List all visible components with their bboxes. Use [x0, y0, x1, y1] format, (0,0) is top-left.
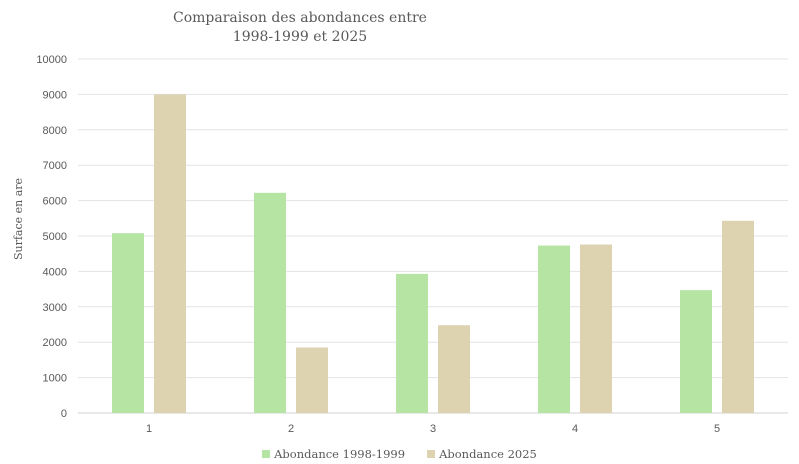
y-tick-label: 7000 [43, 160, 67, 172]
y-tick-label: 10000 [36, 54, 67, 66]
legend-label-1998-1999: Abondance 1998-1999 [274, 447, 406, 461]
x-tick-label: 2 [288, 423, 294, 435]
legend-swatch-2025 [427, 450, 436, 458]
gridlines [78, 58, 788, 414]
bar-1998-1999-3 [396, 273, 428, 413]
bar-2025-1 [154, 94, 186, 414]
x-tick-labels: 1 2 3 4 5 [146, 423, 720, 435]
legend: Abondance 1998-1999 Abondance 2025 [0, 447, 799, 461]
y-tick-label: 0 [61, 408, 67, 420]
legend-item-2025: Abondance 2025 [427, 447, 537, 461]
legend-swatch-1998-1999 [262, 450, 271, 458]
bar-1998-1999-2 [254, 192, 286, 413]
y-axis-label: Surface en are [12, 178, 25, 260]
bars [112, 94, 754, 414]
bar-2025-2 [296, 347, 328, 413]
x-tick-label: 1 [146, 423, 152, 435]
bar-1998-1999-1 [112, 233, 144, 413]
legend-item-1998-1999: Abondance 1998-1999 [262, 447, 405, 461]
legend-label-2025: Abondance 2025 [439, 447, 537, 461]
chart-title-line1: Comparaison des abondances entre [173, 10, 427, 26]
bar-2025-3 [438, 325, 470, 413]
y-tick-label: 6000 [43, 196, 67, 208]
bar-1998-1999-5 [680, 290, 712, 413]
y-tick-label: 2000 [43, 337, 67, 349]
y-tick-label: 8000 [43, 125, 67, 137]
chart-title-line2: 1998-1999 et 2025 [232, 29, 368, 45]
bar-1998-1999-4 [538, 245, 570, 413]
y-tick-label: 4000 [43, 266, 67, 278]
x-tick-label: 4 [572, 423, 578, 435]
y-tick-labels: 0 1000 2000 3000 4000 5000 6000 7000 8000 9000 100… [36, 54, 67, 420]
x-tick-label: 3 [430, 423, 436, 435]
y-tick-label: 3000 [43, 302, 67, 314]
x-tick-label: 5 [714, 423, 720, 435]
y-tick-label: 9000 [43, 89, 67, 101]
bar-2025-5 [722, 220, 754, 413]
bar-2025-4 [580, 244, 612, 413]
y-tick-label: 5000 [43, 231, 67, 243]
y-tick-label: 1000 [43, 373, 67, 385]
